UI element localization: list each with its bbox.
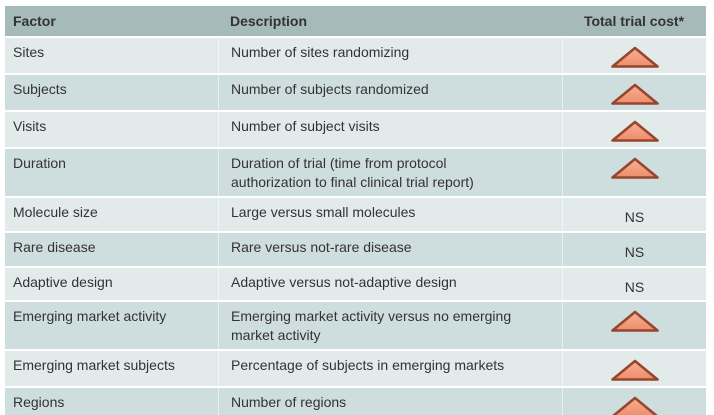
factor-cell: Adaptive design [13,273,113,290]
table-row: Emerging market subjects Percentage of s… [5,351,706,387]
ns-label: NS [624,243,645,260]
description-cell: Number of subject visits [218,112,562,147]
table-row: Duration Duration of trial (time from pr… [5,149,706,196]
description-cell: Large versus small molecules [218,197,562,231]
description-cell: Number of regions [218,388,562,415]
table-row: Emerging market activity Emerging market… [5,302,706,350]
factor-cell: Regions [13,394,65,411]
factor-cell: Rare disease [13,238,96,255]
triangle-up-icon [610,83,660,106]
table-row: Molecule size Large versus small molecul… [5,197,706,231]
triangle-up-icon [610,120,660,143]
cost-cell [562,388,706,415]
table-row: Sites Number of sites randomizing [5,38,706,73]
cost-cell: NS [562,197,706,231]
cost-cell [562,38,706,73]
column-header-factor: Factor [13,13,56,30]
table-row: Adaptive design Adaptive versus not-adap… [5,267,706,301]
cost-cell [562,302,706,350]
triangle-up-icon [610,157,660,180]
column-header-total-trial-cost: Total trial cost* [583,12,685,29]
table-row: Rare disease Rare versus not-rare diseas… [5,232,706,266]
cost-cell [562,351,706,387]
factor-cell: Subjects [13,81,67,97]
description-cell: Emerging market activity versus no emerg… [218,302,562,350]
cost-cell: NS [562,267,706,301]
ns-label: NS [624,208,645,225]
factor-cell: Visits [13,118,47,134]
ns-label: NS [624,278,645,295]
table-row: Subjects Number of subjects randomized [5,75,706,110]
factor-cell: Emerging market subjects [13,357,175,374]
column-header-description: Description [230,13,308,30]
description-cell: Adaptive versus not-adaptive design [218,267,562,301]
cost-cell [562,149,706,196]
triangle-up-icon [610,396,660,415]
description-cell: Rare versus not-rare disease [218,232,562,266]
description-cell: Number of sites randomizing [218,38,562,73]
table-header-row: Factor Description Total trial cost* [5,6,706,36]
description-cell: Duration of trial (time from protocol au… [218,149,562,196]
trial-cost-factors-table: Factor Description Total trial cost* Sit… [5,6,706,415]
triangle-up-icon [610,46,660,69]
table-row: Visits Number of subject visits [5,112,706,147]
cost-cell [562,75,706,110]
factor-cell: Emerging market activity [13,308,167,325]
cost-cell: NS [562,232,706,266]
factor-cell: Molecule size [13,203,98,220]
description-cell: Percentage of subjects in emerging marke… [218,351,562,387]
triangle-up-icon [610,359,660,382]
table-row: Regions Number of regions [5,388,706,415]
triangle-up-icon [610,310,660,333]
table-body: Sites Number of sites randomizing Subjec… [5,38,706,415]
factor-cell: Duration [13,155,66,171]
factor-cell: Sites [13,44,45,60]
cost-cell [562,112,706,147]
description-cell: Number of subjects randomized [218,75,562,110]
